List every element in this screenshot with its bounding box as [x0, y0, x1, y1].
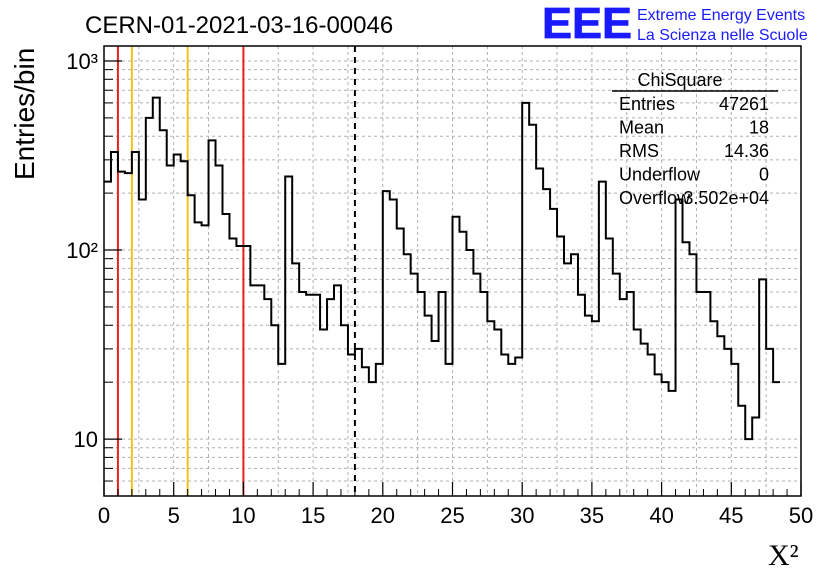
stats-label: RMS: [619, 141, 659, 161]
x-tick-label: 50: [789, 503, 813, 528]
logo-letters: EEE: [542, 0, 632, 48]
chart-title: CERN-01-2021-03-16-00046: [85, 12, 393, 39]
x-tick-label: 40: [649, 503, 673, 528]
x-tick-label: 35: [580, 503, 604, 528]
x-tick-label: 5: [168, 503, 180, 528]
x-tick-label: 0: [98, 503, 110, 528]
x-tick-label: 20: [371, 503, 395, 528]
stats-label: Overflow: [619, 188, 691, 208]
stats-value: 18: [749, 118, 769, 138]
y-axis-ticks: 10 10² 10³: [66, 49, 122, 482]
stats-value: 3.502e+04: [683, 188, 769, 208]
histogram-series: [104, 96, 781, 441]
stats-label: Underflow: [619, 165, 701, 185]
x-axis-label: X²: [768, 539, 799, 572]
stats-name: ChiSquare: [637, 70, 722, 90]
reference-lines: [116, 46, 356, 496]
y-tick-label: 10²: [66, 238, 98, 263]
x-axis-ticks: 0 5 10 15 20 25 30 35 40 45 50: [98, 482, 813, 528]
x-tick-label: 15: [301, 503, 325, 528]
y-tick-label: 10: [74, 427, 98, 452]
logo-line1: Extreme Energy Events: [637, 7, 805, 24]
x-tick-label: 30: [510, 503, 534, 528]
x-tick-label: 45: [719, 503, 743, 528]
x-tick-label: 25: [440, 503, 464, 528]
x-tick-label: 10: [231, 503, 255, 528]
logo-line2: La Scienza nelle Scuole: [637, 27, 808, 44]
eee-logo: EEE Extreme Energy Events La Scienza nel…: [542, 0, 808, 48]
y-axis-label: Entries/bin: [9, 48, 40, 180]
stats-label: Entries: [619, 94, 675, 114]
y-tick-label: 10³: [66, 49, 98, 74]
stats-value: 47261: [719, 94, 769, 114]
stats-label: Mean: [619, 118, 664, 138]
stats-value: 0: [759, 165, 769, 185]
stats-value: 14.36: [724, 141, 769, 161]
stats-box: ChiSquare Entries 47261 Mean 18 RMS 14.36 Unde…: [612, 70, 778, 208]
